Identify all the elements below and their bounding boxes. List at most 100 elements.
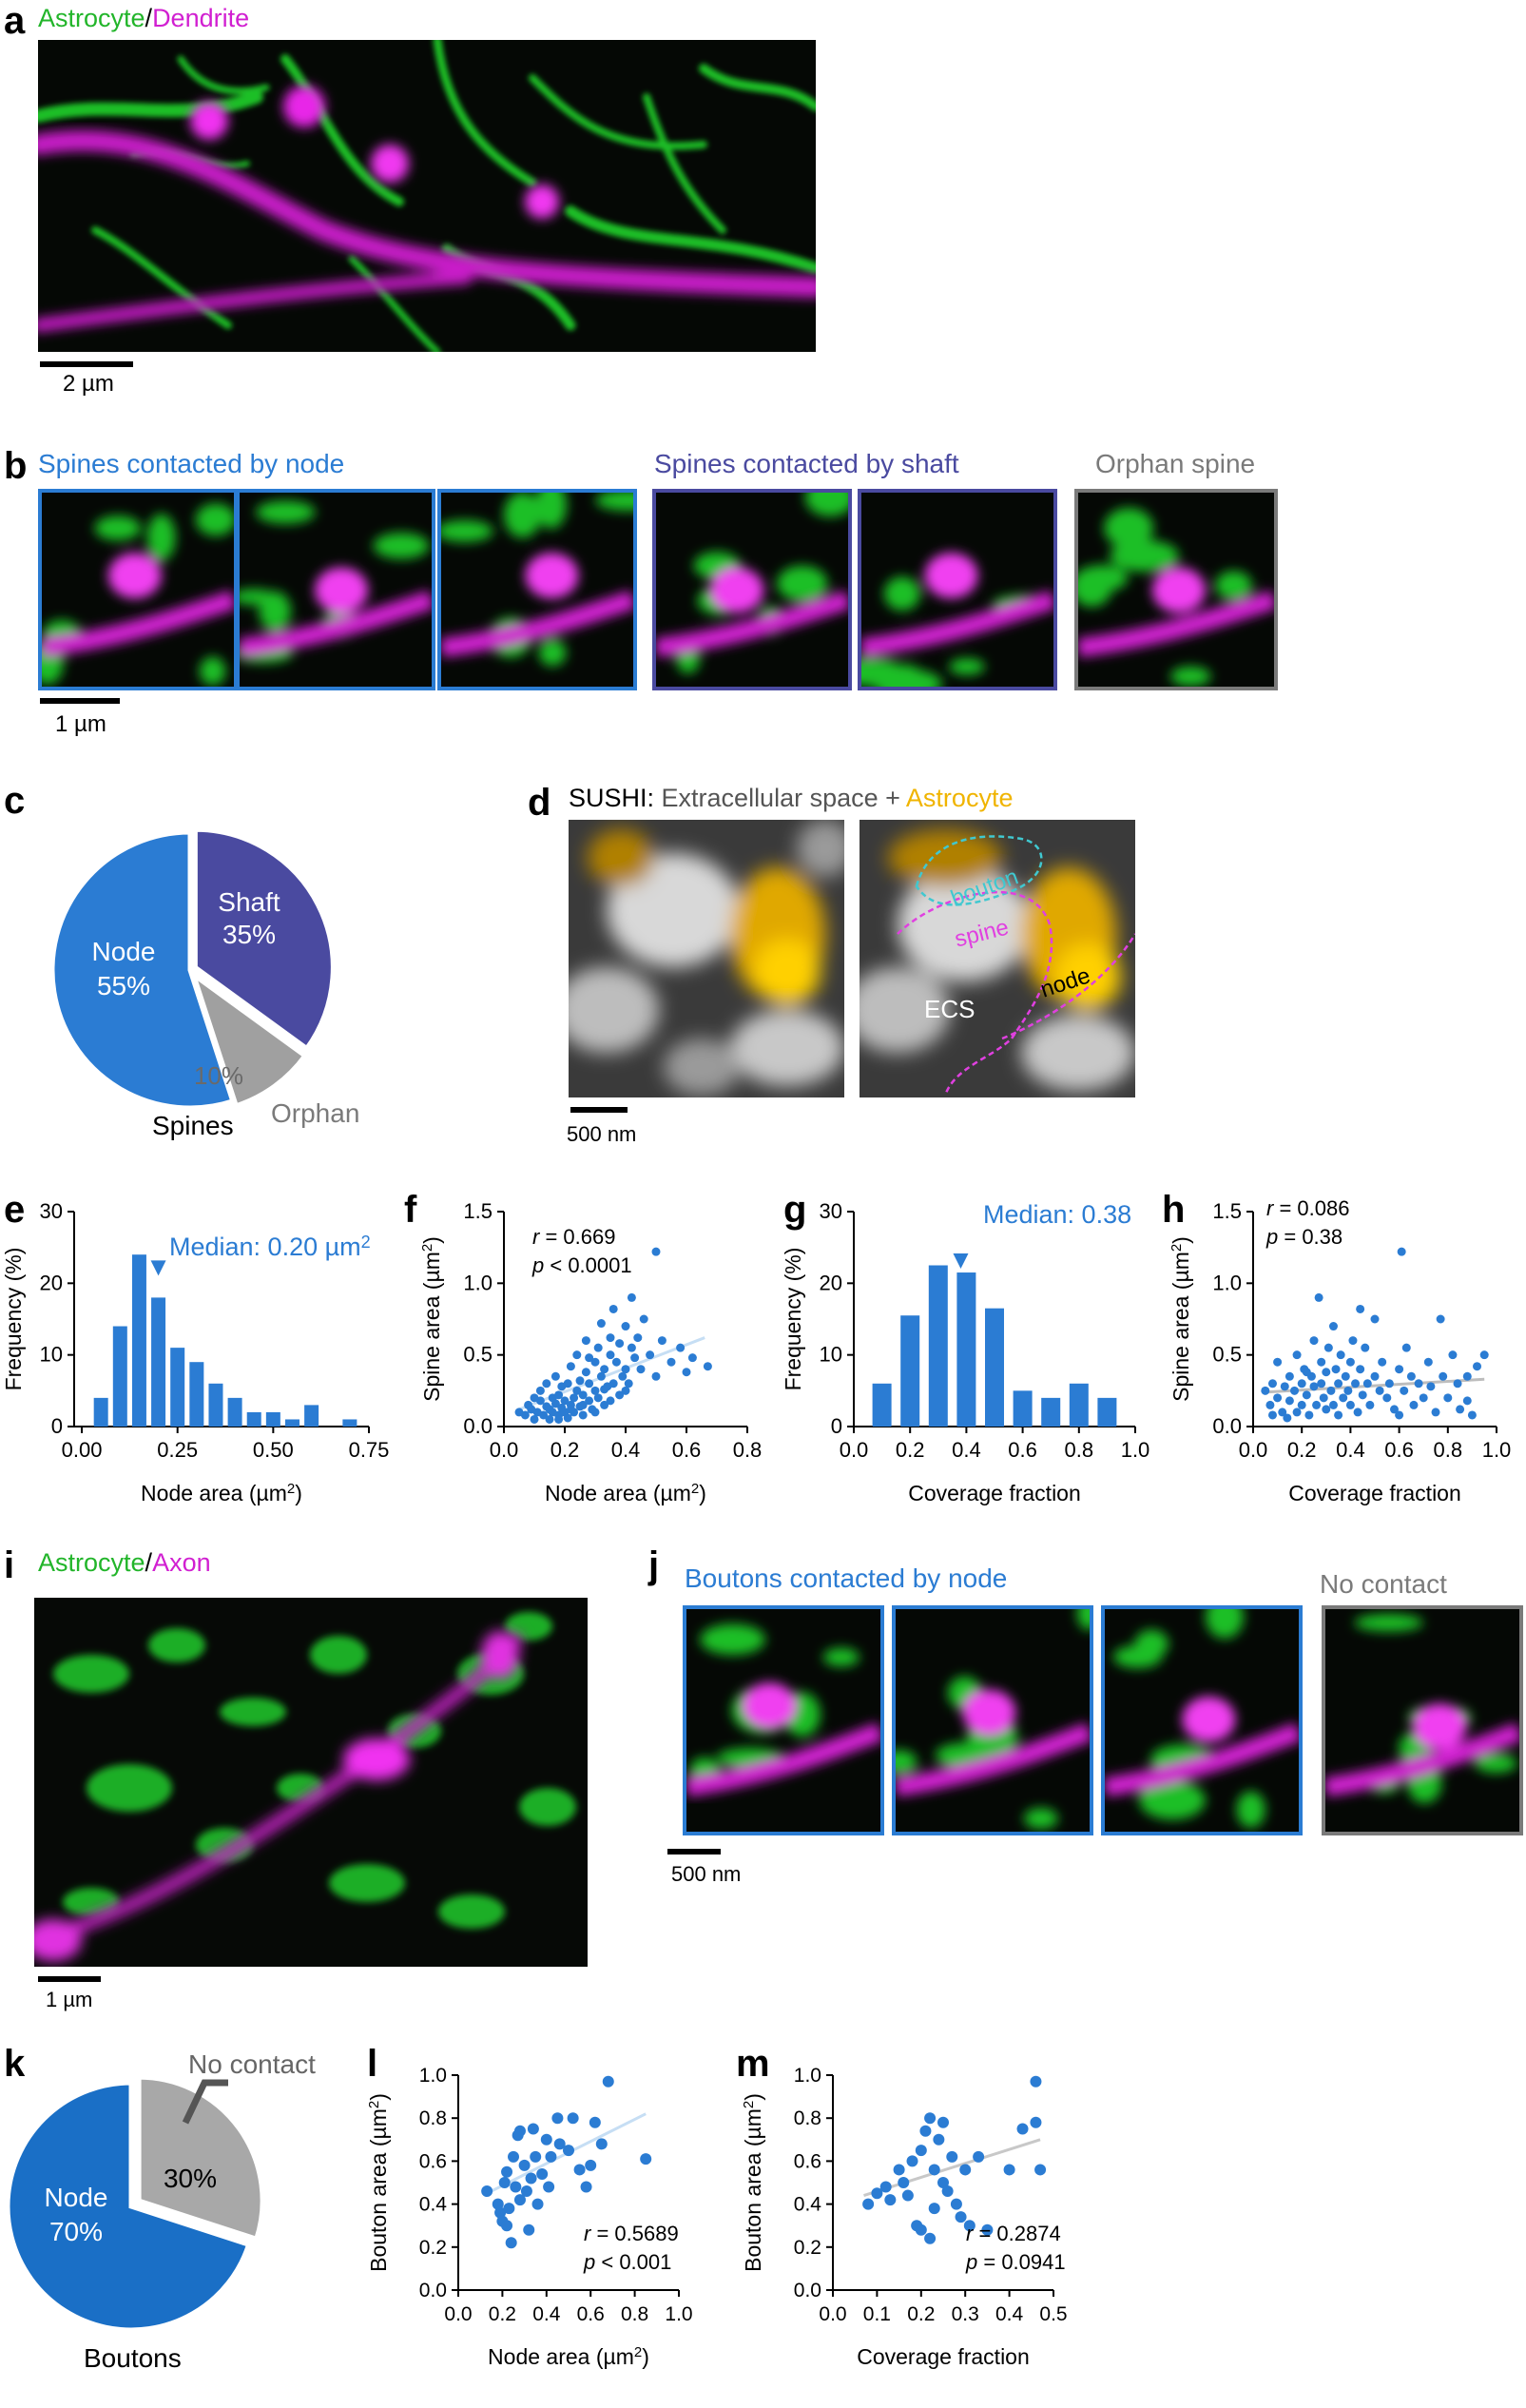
x-tick-label: 0.0 <box>819 2303 846 2325</box>
scatter-point <box>640 2153 652 2165</box>
scatter-point <box>630 1353 640 1363</box>
y-axis-label: Frequency (%) <box>1 1248 26 1391</box>
scatter-point <box>503 2203 515 2215</box>
panel-d-title: SUSHI: Extracellular space + Astrocyte <box>569 786 1013 811</box>
pie-pct-orphan: 10% <box>194 1061 243 1090</box>
histogram-bar <box>112 1326 127 1427</box>
group-title-no-contact: No contact <box>1320 1569 1447 1599</box>
x-tick-label: 0.0 <box>444 2303 472 2325</box>
panel-letter-e: e <box>4 1189 26 1231</box>
histogram-bar <box>189 1362 204 1427</box>
scatter-point <box>572 1386 582 1395</box>
scatter-point <box>898 2177 910 2188</box>
group-title-shaft: Spines contacted by shaft <box>654 449 959 478</box>
spine-tile-1 <box>38 489 238 690</box>
scatter-point <box>1361 1343 1370 1352</box>
scatter-point <box>1370 1314 1380 1324</box>
scatter-point <box>682 1368 691 1377</box>
scatter-point <box>513 2194 526 2206</box>
stats-h-0: r = 0.086 <box>1266 1196 1349 1220</box>
scatter-point <box>580 2181 592 2193</box>
scatter-point <box>1397 1247 1406 1256</box>
scatter-point <box>1302 1390 1311 1400</box>
scatter-point <box>1326 1386 1336 1395</box>
scatter-point <box>1431 1408 1440 1417</box>
y-tick-label: 10 <box>820 1343 842 1367</box>
y-axis-label: Frequency (%) <box>781 1248 805 1391</box>
scatter-point <box>505 2237 517 2249</box>
scatter-point <box>508 2150 519 2163</box>
scatter-point <box>1273 1393 1283 1403</box>
x-tick-label: 0.0 <box>840 1438 869 1462</box>
x-tick-label: 0.0 <box>1239 1438 1268 1462</box>
x-tick-label: 0.5 <box>1039 2303 1067 2325</box>
spine-tile-3 <box>437 489 637 690</box>
scatter-point <box>1261 1386 1270 1395</box>
scatter-point <box>581 1336 590 1346</box>
y-tick-label: 0.0 <box>794 2280 821 2301</box>
histogram-bar <box>246 1411 261 1427</box>
scale-label-j: 500 nm <box>671 1862 742 1886</box>
panel-letter-c: c <box>4 780 26 822</box>
scatter-point <box>542 1379 551 1388</box>
scatter-point <box>924 2232 937 2244</box>
y-tick-label: 30 <box>40 1199 63 1223</box>
y-tick-label: 1.0 <box>794 2065 821 2087</box>
title-dendrite: Dendrite <box>152 4 250 32</box>
scatter-point <box>518 2159 531 2171</box>
scatter-point <box>501 2220 513 2232</box>
scatter-point <box>937 2177 949 2188</box>
x-tick-label: 0.25 <box>157 1438 198 1462</box>
scatter-point <box>510 2181 522 2193</box>
pie-label-node: Node <box>92 937 156 966</box>
scatter-point <box>581 1368 590 1377</box>
scatter-point <box>862 2198 875 2210</box>
scatter-point <box>981 2224 994 2236</box>
median-annotation-e: Median: 0.20 µm2​ <box>169 1233 371 1261</box>
scatter-point <box>1423 1357 1433 1367</box>
scatter-point <box>554 1390 564 1400</box>
scatter-point <box>600 1365 609 1374</box>
scatter-point <box>1319 1393 1328 1403</box>
scatter-point <box>657 1336 666 1346</box>
y-tick-label: 0.0 <box>1212 1414 1242 1438</box>
scatter-point <box>621 1322 630 1331</box>
scatter-point <box>567 2112 579 2125</box>
scatter-point <box>563 1379 572 1388</box>
bouton-tile-1 <box>683 1605 884 1835</box>
scatter-point <box>481 2185 493 2198</box>
y-tick-label: 0.4 <box>419 2194 448 2216</box>
panel-letter-k: k <box>4 2043 26 2085</box>
x-tick-label: 0.8 <box>1434 1438 1463 1462</box>
group-title-boutons-node: Boutons contacted by node <box>685 1563 1008 1593</box>
scatter-point <box>1278 1408 1287 1417</box>
scatter-point <box>1443 1393 1453 1403</box>
scatter-point <box>1353 1408 1362 1417</box>
y-axis-label: Bouton area (µm2​) <box>366 2093 391 2272</box>
panel-letter-b: b <box>4 445 28 487</box>
scatter-point <box>539 1410 549 1420</box>
scatter-point <box>1290 1386 1300 1395</box>
y-tick-label: 0.5 <box>1212 1343 1242 1367</box>
scatter-point <box>1267 1379 1277 1388</box>
scale-bar-j <box>667 1849 721 1855</box>
scale-label-b: 1 µm <box>55 711 106 737</box>
scatter-point <box>590 1408 600 1417</box>
panel-letter-j: j <box>648 1544 660 1586</box>
scatter-point <box>1336 1350 1345 1360</box>
scatter-point <box>535 1396 545 1406</box>
histogram-node-area: 0 10 20 30 0.00 0.25 0.50 0.75 Node area (µm2​) F… <box>1 1199 389 1505</box>
scatter-point <box>554 1414 564 1424</box>
title-astrocyte: Astrocyte <box>38 4 145 32</box>
x-tick-label: 0.3 <box>952 2303 979 2325</box>
panel-letter-a: a <box>4 0 26 42</box>
scatter-point <box>1401 1343 1411 1352</box>
scatter-point <box>600 1385 609 1394</box>
scatter-point <box>575 1376 585 1386</box>
label-ecs: ECS <box>924 995 975 1023</box>
scatter-point <box>1358 1390 1367 1400</box>
scatter-point <box>1339 1393 1348 1403</box>
title-separator: / <box>145 4 153 32</box>
histogram-bar <box>1097 1397 1117 1427</box>
scatter-point <box>585 1353 594 1363</box>
